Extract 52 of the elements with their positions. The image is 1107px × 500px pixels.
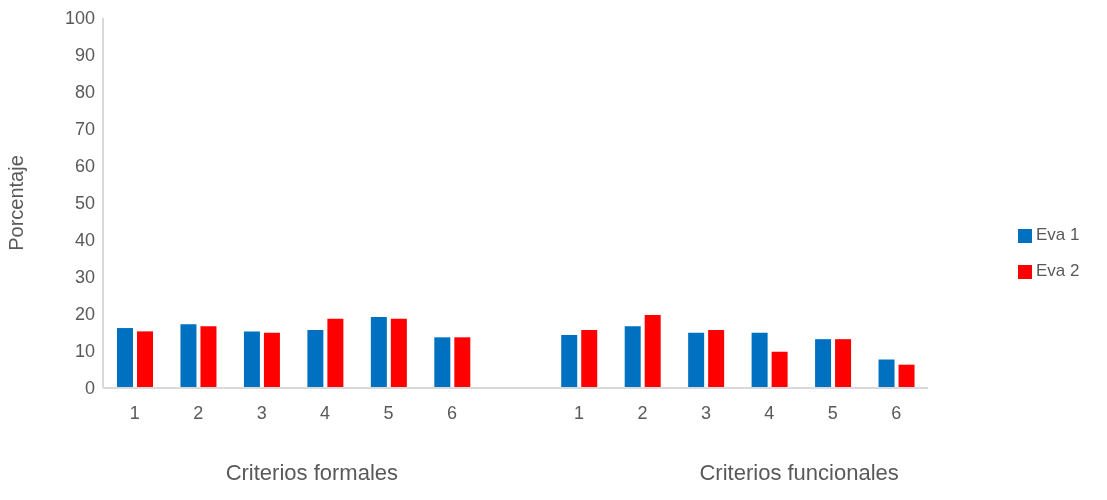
x-tick-label: 6 — [447, 402, 458, 423]
bar — [878, 359, 895, 388]
bar — [434, 337, 451, 388]
x-tick-label: 5 — [827, 402, 838, 423]
bar — [180, 324, 197, 388]
bar — [835, 339, 852, 388]
x-tick-label: 4 — [320, 402, 331, 423]
bar — [307, 329, 324, 388]
bar — [243, 331, 260, 388]
bar — [200, 326, 217, 388]
y-tick-label: 70 — [74, 119, 95, 140]
bar — [688, 332, 705, 388]
y-tick-label: 10 — [74, 341, 95, 362]
x-tick-label: 3 — [256, 402, 267, 423]
y-tick-label: 20 — [74, 304, 95, 325]
y-tick-label: 100 — [64, 8, 95, 29]
bar — [898, 364, 915, 388]
bar — [561, 335, 578, 388]
legend-label: Eva 1 — [1036, 225, 1080, 244]
bar — [644, 315, 661, 388]
bar — [137, 331, 153, 388]
y-tick-label: 40 — [74, 230, 95, 251]
x-tick-label: 1 — [573, 402, 584, 423]
bar — [751, 332, 768, 388]
bar — [708, 329, 725, 388]
bar — [327, 318, 344, 388]
x-tick-label: 2 — [193, 402, 204, 423]
bar — [117, 328, 133, 388]
bar — [370, 316, 387, 388]
bar — [263, 332, 280, 388]
y-tick-label: 50 — [74, 193, 95, 214]
x-tick-label: 2 — [637, 402, 648, 423]
y-tick-label: 60 — [74, 156, 95, 177]
bar — [390, 318, 407, 388]
x-tick-label: 4 — [764, 402, 775, 423]
bar — [624, 326, 641, 388]
y-axis-title: Porcentaje — [5, 155, 28, 251]
text: Criterios funcionales — [698, 460, 900, 486]
y-tick-label: 30 — [74, 267, 95, 288]
bar — [815, 339, 832, 388]
legend-label: Eva 2 — [1036, 261, 1080, 280]
x-tick-label: 3 — [700, 402, 711, 423]
bar — [454, 337, 471, 388]
x-tick-label: 1 — [129, 402, 140, 423]
bar — [771, 351, 788, 388]
x-tick-label: 6 — [891, 402, 902, 423]
y-tick-label: 90 — [74, 45, 95, 66]
x-tick-label: 5 — [383, 402, 394, 423]
text: Criterios formales — [224, 460, 400, 486]
y-tick-label: 0 — [84, 378, 95, 399]
y-tick-label: 80 — [74, 82, 95, 103]
bar — [581, 329, 598, 388]
